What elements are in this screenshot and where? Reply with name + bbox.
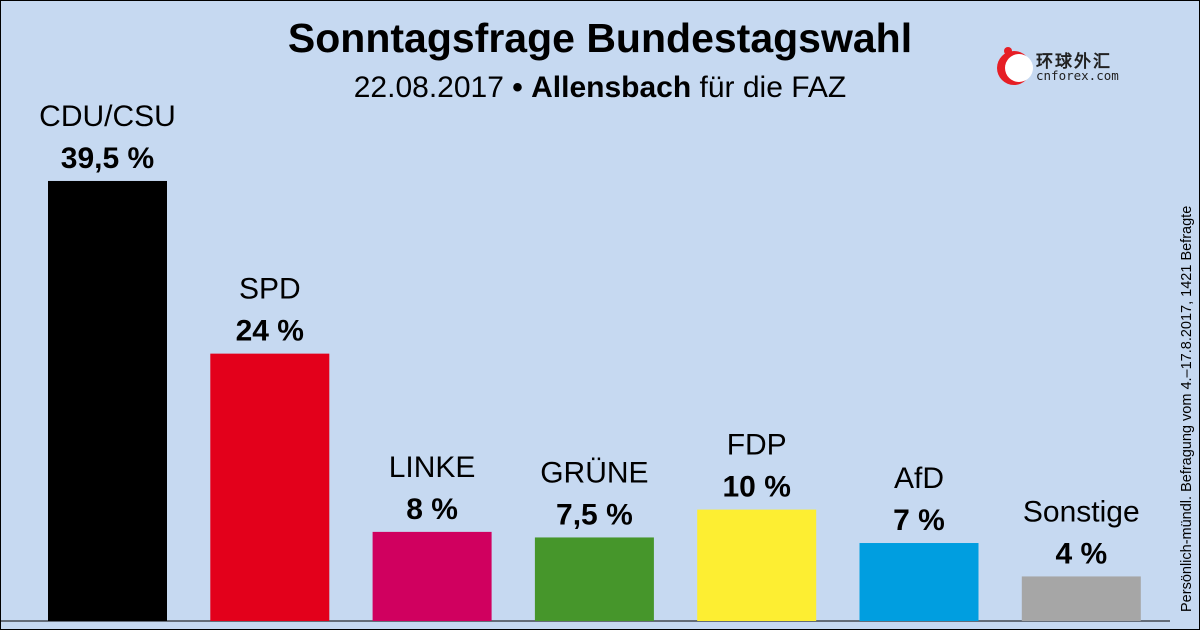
- bar-4: [697, 509, 817, 621]
- value-label-4: 10 %: [723, 471, 791, 504]
- cnforex-logo-icon: [997, 47, 1033, 85]
- logo-text-cn: 环球外汇: [1036, 52, 1112, 72]
- bar-0: [48, 180, 167, 621]
- poll-date: 22.08.2017: [353, 71, 504, 104]
- poll-institute: Allensbach: [531, 71, 692, 104]
- category-label-5: AfD: [894, 462, 944, 495]
- category-label-0: CDU/CSU: [39, 100, 176, 133]
- category-label-3: GRÜNE: [540, 456, 648, 489]
- value-label-6: 4 %: [1055, 537, 1107, 570]
- logo-text-en: cnforex.com: [1036, 68, 1119, 83]
- bar-6: [1021, 576, 1141, 621]
- bar-2: [372, 531, 492, 621]
- bar-1: [210, 353, 330, 621]
- cnforex-logo: 环球外汇 cnforex.com: [994, 44, 1144, 88]
- chart-title: Sonntagsfrage Bundestagswahl: [287, 15, 913, 61]
- bar-5: [859, 543, 979, 621]
- value-label-0: 39,5 %: [61, 142, 154, 175]
- bar-3: [534, 537, 654, 621]
- chart-subtitle: 22.08.2017 • Allensbach für die FAZ: [0, 70, 1200, 106]
- value-label-5: 7 %: [893, 504, 945, 537]
- category-label-4: FDP: [727, 429, 787, 462]
- category-label-1: SPD: [239, 273, 301, 306]
- subtitle-bullet: •: [512, 71, 523, 104]
- value-label-1: 24 %: [236, 315, 304, 348]
- value-label-3: 7,5 %: [556, 498, 633, 531]
- value-label-2: 8 %: [406, 493, 458, 526]
- category-label-2: LINKE: [389, 451, 476, 484]
- poll-client: für die FAZ: [699, 71, 847, 104]
- category-label-6: Sonstige: [1023, 495, 1140, 528]
